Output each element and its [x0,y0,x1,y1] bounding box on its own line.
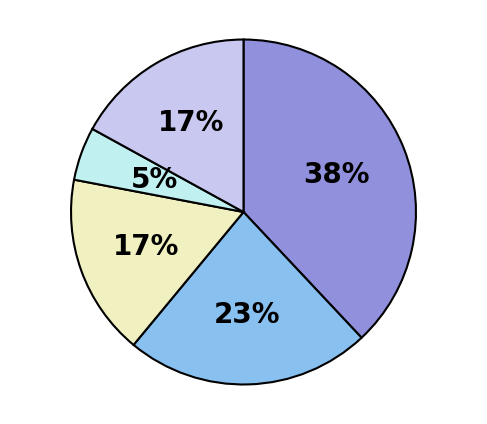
Text: 17%: 17% [158,109,224,137]
Text: 17%: 17% [113,233,179,261]
Wedge shape [133,212,361,385]
Wedge shape [93,39,244,212]
Wedge shape [74,129,244,212]
Text: 23%: 23% [213,301,280,329]
Wedge shape [244,39,416,338]
Text: 38%: 38% [303,161,370,189]
Text: 5%: 5% [131,166,178,194]
Wedge shape [71,180,244,345]
